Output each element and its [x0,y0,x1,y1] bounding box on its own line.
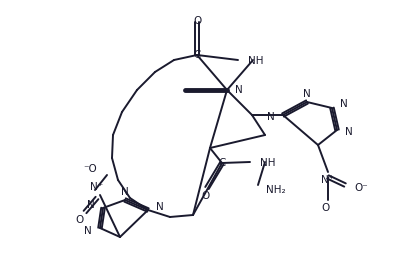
Text: C: C [218,158,226,168]
Text: N: N [84,226,92,236]
Text: C: C [193,50,201,60]
Text: N: N [87,200,95,210]
Text: ⁻O: ⁻O [83,164,97,174]
Text: N: N [235,85,243,95]
Text: NH: NH [248,56,263,66]
Text: O: O [201,191,209,201]
Text: NH₂: NH₂ [266,185,286,195]
Text: N: N [267,112,275,122]
Text: NH: NH [260,158,275,168]
Text: N: N [340,99,348,109]
Text: N: N [156,202,164,212]
Text: N: N [345,127,353,137]
Text: O: O [75,215,83,225]
Text: O⁻: O⁻ [354,183,368,193]
Text: N: N [121,187,129,197]
Text: N⁺: N⁺ [91,182,104,192]
Text: N: N [303,89,311,99]
Text: N⁺: N⁺ [321,175,335,185]
Text: O: O [193,16,201,26]
Text: O: O [322,203,330,213]
